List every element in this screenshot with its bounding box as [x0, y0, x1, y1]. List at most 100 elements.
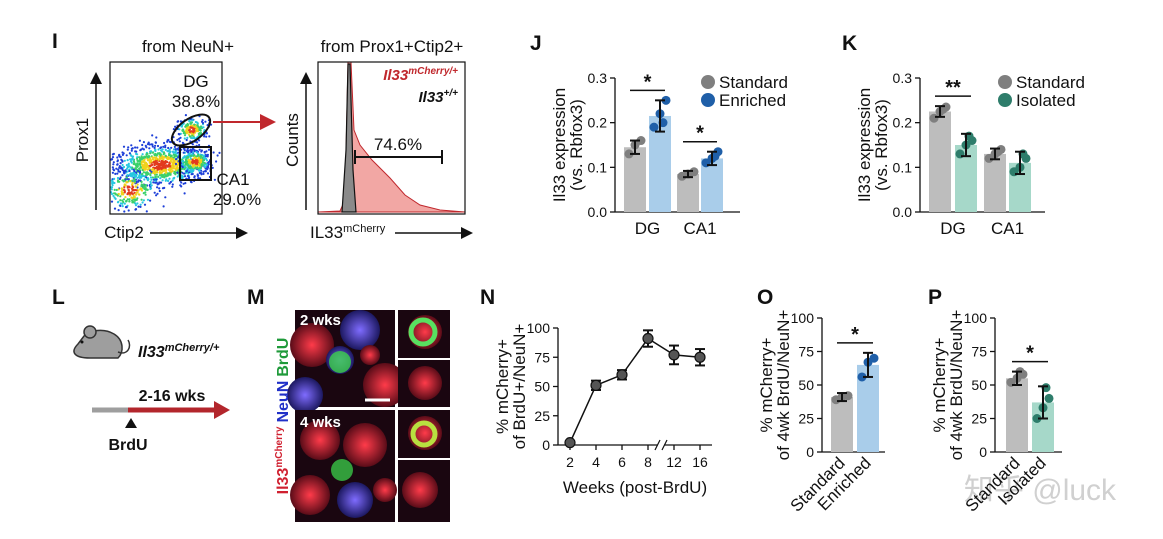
gate-pct: 74.6% [374, 135, 422, 154]
flow-event [125, 200, 128, 203]
flow-event [169, 173, 172, 176]
flow-event [133, 178, 136, 181]
flow-event [110, 191, 113, 194]
flow-event [170, 146, 173, 149]
flow-event [117, 188, 120, 191]
flow-event [140, 160, 144, 163]
flow-event [191, 134, 194, 137]
flow-event [116, 176, 120, 180]
flow-event [136, 164, 139, 168]
flow-event [129, 180, 132, 183]
flow-event [202, 170, 205, 173]
flow-event [134, 150, 137, 153]
flow-event [121, 202, 124, 205]
x-tick-label: CA1 [683, 219, 716, 238]
flow-event [159, 181, 163, 184]
y-tick-label: 0 [979, 444, 987, 460]
flow-event [199, 166, 203, 169]
y-tick-label: 75 [971, 344, 987, 360]
flow-event [123, 202, 126, 205]
flow-event [194, 162, 197, 165]
flow-event [197, 158, 200, 161]
cell [373, 478, 397, 502]
flow-event [167, 149, 171, 152]
flow-event [200, 155, 203, 158]
flow-event [201, 121, 205, 125]
flow-event [126, 174, 129, 177]
flow-event [165, 164, 168, 167]
flow-event [136, 197, 139, 200]
flow-event [139, 171, 142, 174]
bar [649, 115, 671, 212]
flow-event [174, 164, 177, 167]
flow-event [122, 145, 126, 148]
flow-event [139, 188, 142, 191]
flow-event [184, 125, 187, 128]
flow-event [185, 170, 188, 173]
flow-event [114, 193, 117, 196]
flow-event [144, 171, 147, 174]
flow-event [141, 143, 144, 147]
flow-event [124, 184, 127, 187]
flow-event [161, 170, 164, 173]
flow-event [138, 193, 141, 196]
y-tick-label: 0.1 [588, 159, 608, 175]
flow-event [122, 200, 125, 204]
flow-event [159, 177, 162, 180]
label-base: Il33 [138, 344, 165, 361]
y-axis-label: Il33 expression [855, 88, 874, 202]
flow-event [195, 130, 198, 133]
flow-event [134, 204, 138, 207]
axis-label: Prox1 [73, 118, 92, 162]
flow-event [118, 154, 121, 157]
panel-label: N [480, 286, 495, 309]
gate-label: CA1 [216, 170, 249, 189]
flow-event [182, 156, 185, 159]
flow-event [188, 129, 191, 132]
flow-event [113, 207, 117, 210]
flow-event [143, 203, 147, 206]
watermark: 知乎 @luck [964, 474, 1117, 507]
flow-event [145, 176, 148, 179]
flow-event [134, 185, 138, 188]
flow-event [169, 180, 172, 184]
panel-label: K [842, 32, 857, 55]
flow-event [192, 154, 195, 157]
flow-event [189, 160, 192, 163]
flow-event [184, 163, 187, 166]
flow-event [166, 140, 169, 143]
flow-event [174, 168, 178, 171]
flow-event [181, 129, 184, 132]
flow-event [151, 156, 154, 159]
flow-event [129, 160, 132, 163]
flow-event [152, 181, 155, 184]
flow-event [123, 186, 126, 189]
flow-event [193, 167, 196, 170]
flow-event [135, 157, 139, 160]
flow-event [171, 185, 174, 188]
flow-event [191, 172, 194, 176]
panel-label: P [928, 286, 942, 309]
flow-event [127, 209, 130, 212]
flow-event [161, 175, 164, 178]
flow-event [196, 154, 200, 157]
flow-event [187, 133, 191, 136]
flow-event [165, 160, 168, 163]
flow-event [162, 151, 166, 154]
flow-event [115, 167, 118, 170]
timepoint: 2 wks [300, 312, 341, 329]
channel: BrdU [275, 338, 292, 377]
flow-event [146, 188, 149, 191]
flow-event [168, 153, 171, 157]
flow-event [186, 136, 189, 139]
flow-event [130, 196, 133, 199]
flow-event [193, 175, 196, 178]
flow-event [136, 183, 139, 186]
flow-event [180, 174, 183, 177]
flow-event [163, 161, 166, 164]
flow-event [139, 179, 142, 182]
flow-event [124, 206, 128, 209]
data-point [1032, 414, 1042, 423]
flow-event [183, 147, 186, 150]
significance: * [851, 324, 859, 346]
